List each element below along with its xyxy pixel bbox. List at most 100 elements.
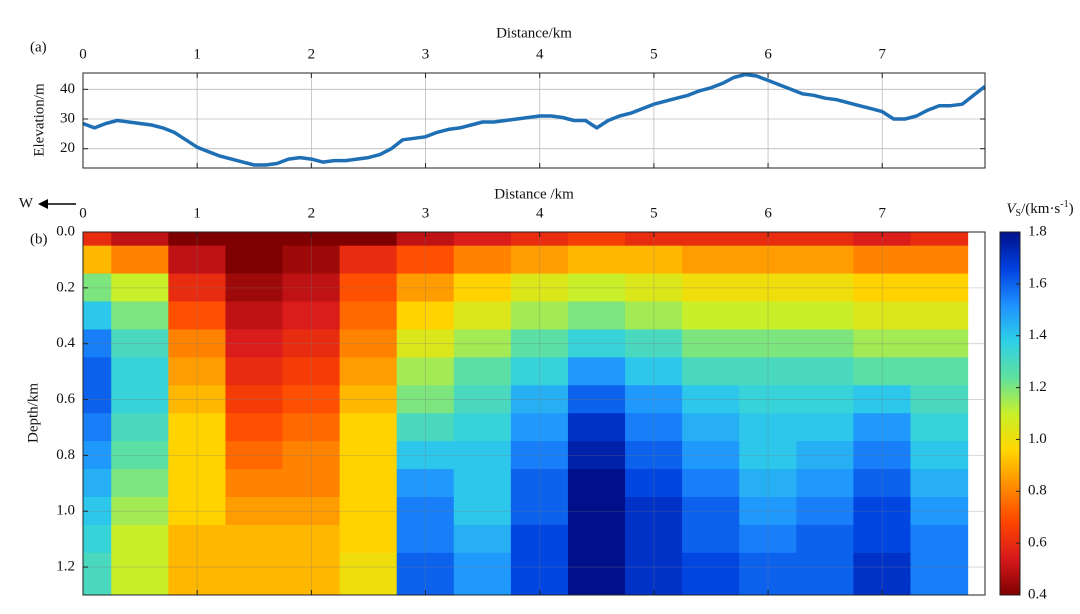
velocity-cell (111, 329, 169, 358)
velocity-cell (83, 232, 112, 247)
velocity-cell (83, 301, 112, 331)
velocity-cell (910, 357, 969, 386)
velocity-cell (225, 245, 284, 275)
velocity-cell (282, 552, 341, 582)
velocity-cell (910, 273, 969, 303)
direction-arrow (38, 199, 76, 209)
velocity-cell (396, 301, 455, 331)
velocity-cell (739, 273, 797, 303)
velocity-cell (682, 441, 740, 470)
velocity-cell (910, 385, 969, 414)
velocity-cell (682, 273, 740, 303)
velocity-cell (853, 273, 912, 303)
velocity-cell (168, 580, 227, 595)
velocity-cell (282, 580, 341, 595)
velocity-cell (282, 385, 341, 414)
velocity-cell (567, 329, 626, 358)
colorbar-tick-label: 1.4 (1028, 327, 1047, 343)
velocity-cell (339, 552, 398, 582)
velocity-cell (796, 496, 854, 526)
velocity-cell (796, 524, 854, 554)
velocity-cell (682, 496, 740, 526)
elevation-line (83, 73, 985, 167)
velocity-cell (625, 301, 683, 331)
velocity-cell (453, 441, 512, 470)
y-tick-label: 40 (60, 81, 75, 97)
velocity-cell (111, 385, 169, 414)
colorbar-tick-label: 1.2 (1028, 379, 1047, 395)
velocity-cell (910, 580, 969, 595)
velocity-cell (739, 245, 797, 275)
velocity-cell (453, 496, 512, 526)
velocity-cell (339, 245, 398, 275)
velocity-cell (910, 329, 969, 358)
velocity-cell (168, 301, 227, 331)
colorbar-tick-label: 0.4 (1028, 586, 1047, 602)
velocity-cell (282, 245, 341, 275)
velocity-cell (282, 357, 341, 386)
velocity-cell (910, 413, 969, 442)
velocity-cell (396, 357, 455, 386)
velocity-cell (853, 413, 912, 442)
velocity-cell (739, 552, 797, 582)
velocity-cell (796, 441, 854, 470)
x-tick-label: 5 (650, 46, 658, 62)
velocity-cell (339, 273, 398, 303)
velocity-cell (396, 245, 455, 275)
panel-label: (b) (30, 231, 48, 247)
velocity-cell (567, 524, 626, 554)
velocity-cell (510, 552, 569, 582)
velocity-cell (853, 496, 912, 526)
colorbar-title-part: /(km·s (1021, 201, 1060, 217)
velocity-cell (225, 580, 284, 595)
velocity-cell (853, 357, 912, 386)
direction-label: W (19, 195, 34, 211)
velocity-cell (739, 385, 797, 414)
velocity-cell (510, 496, 569, 526)
velocity-cell (453, 357, 512, 386)
colorbar-tick-label: 0.6 (1028, 535, 1047, 551)
velocity-cell (853, 469, 912, 498)
velocity-cell (225, 469, 284, 498)
velocity-cell (111, 245, 169, 275)
velocity-cell (396, 469, 455, 498)
y-tick-label: 0.8 (56, 447, 75, 463)
x-axis-title: Distance /km (494, 186, 574, 202)
velocity-cell (796, 385, 854, 414)
colorbar-tick-label: 0.8 (1028, 483, 1047, 499)
y-tick-label: 1.2 (56, 559, 75, 575)
velocity-cell (225, 385, 284, 414)
velocity-cell (739, 580, 797, 595)
velocity-cell (853, 245, 912, 275)
velocity-cell (453, 273, 512, 303)
velocity-cell (396, 580, 455, 595)
x-tick-label: 7 (878, 205, 886, 221)
velocity-cell (567, 552, 626, 582)
velocity-cell (282, 329, 341, 358)
velocity-cell (739, 441, 797, 470)
velocity-cell (83, 469, 112, 498)
velocity-cell (682, 385, 740, 414)
velocity-cell (739, 524, 797, 554)
velocity-cell (510, 273, 569, 303)
x-tick-label: 1 (193, 205, 201, 221)
velocity-cell (739, 329, 797, 358)
velocity-cell (510, 329, 569, 358)
velocity-cell (225, 413, 284, 442)
velocity-cell (168, 469, 227, 498)
velocity-cell (625, 385, 683, 414)
velocity-cell (453, 524, 512, 554)
velocity-cell (396, 329, 455, 358)
colorbar-tick-label: 1.0 (1028, 431, 1047, 447)
velocity-cell (739, 469, 797, 498)
velocity-cell (682, 329, 740, 358)
velocity-cell (910, 524, 969, 554)
velocity-cell (168, 245, 227, 275)
velocity-cell (853, 552, 912, 582)
x-tick-label: 3 (422, 46, 430, 62)
velocity-cell (168, 232, 227, 247)
velocity-cell (396, 413, 455, 442)
y-tick-label: 0.4 (56, 335, 75, 351)
velocity-cell (111, 469, 169, 498)
